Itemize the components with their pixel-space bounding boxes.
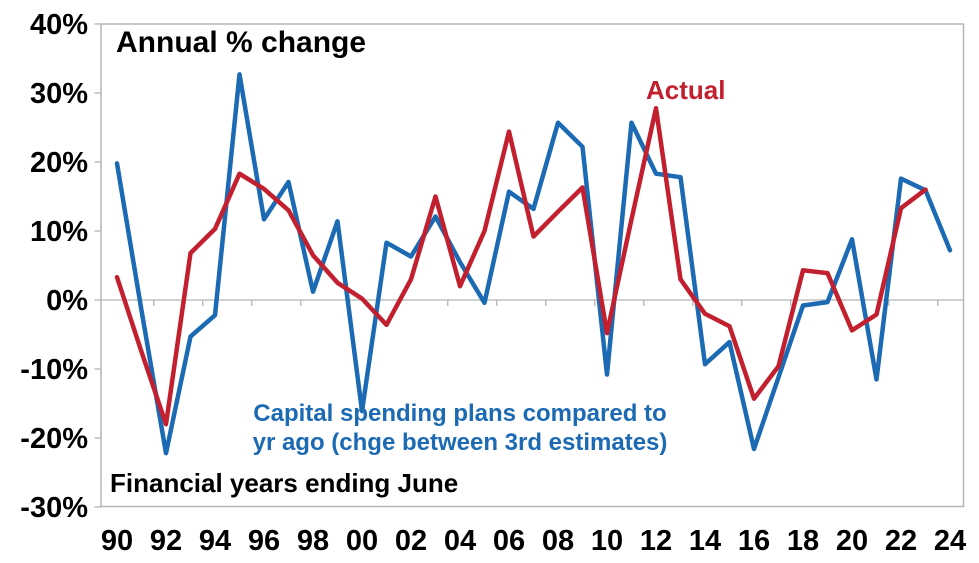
x-axis-label: 16 <box>738 525 770 557</box>
chart-title: Annual % change <box>116 26 367 59</box>
axis-footnote: Financial years ending June <box>110 468 459 498</box>
y-axis-label: -10% <box>20 354 88 386</box>
x-axis-label: 98 <box>297 525 329 557</box>
x-axis-label: 04 <box>444 525 476 557</box>
x-axis-label: 94 <box>199 525 231 557</box>
actual-series-label: Actual <box>646 75 726 105</box>
y-axis-label: 40% <box>30 9 88 41</box>
actual-series-line <box>114 105 928 427</box>
plot-border <box>100 23 965 508</box>
x-axis-label: 02 <box>395 525 427 557</box>
x-axis-label: 10 <box>591 525 623 557</box>
plans-series-label-line2: yr ago (chge between 3rd estimates) <box>252 429 668 456</box>
y-axis-label: 10% <box>30 216 88 248</box>
x-axis-label: 92 <box>150 525 182 557</box>
x-axis-label: 22 <box>885 525 917 557</box>
plans-series-label-line1: Capital spending plans compared to <box>253 400 667 427</box>
y-axis-label: 20% <box>30 147 88 179</box>
x-axis-label: 00 <box>346 525 378 557</box>
x-axis-label: 96 <box>248 525 280 557</box>
y-axis-label: -30% <box>20 492 88 524</box>
y-axis-label: 30% <box>30 78 88 110</box>
x-axis-label: 18 <box>787 525 819 557</box>
x-axis-label: 12 <box>640 525 672 557</box>
plans-series-line <box>114 72 953 456</box>
x-axis-label: 24 <box>934 525 966 557</box>
y-axis-label: -20% <box>20 423 88 455</box>
x-axis-label: 90 <box>101 525 133 557</box>
x-axis-label: 08 <box>542 525 574 557</box>
x-axis-label: 06 <box>493 525 525 557</box>
x-axis-label: 14 <box>689 525 721 557</box>
y-axis-label: 0% <box>46 285 88 317</box>
plans-series-label: Capital spending plans compared to yr ag… <box>250 399 670 457</box>
x-axis-label: 20 <box>836 525 868 557</box>
